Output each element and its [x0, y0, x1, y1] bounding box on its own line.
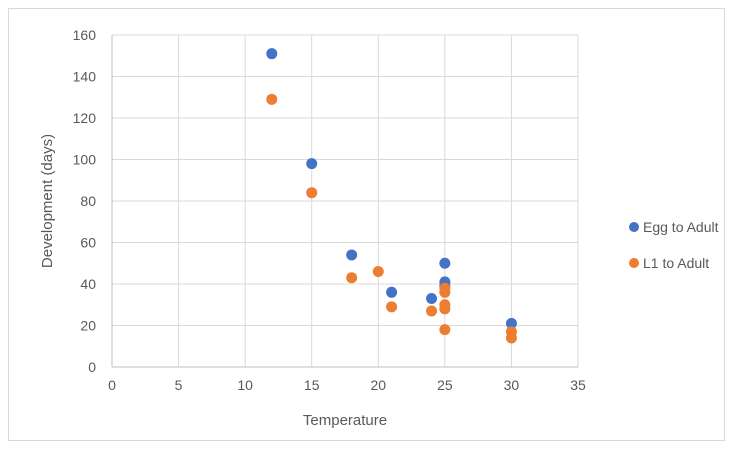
x-tick-label: 20	[370, 377, 386, 393]
y-axis-title: Development (days)	[39, 134, 56, 268]
egg-to-adult-point	[505, 317, 517, 329]
chart-frame: 0 5 10 15 20 25 30 35 0 20 40 60 80 100 120 140 160 Temp…	[8, 8, 725, 441]
l1-to-adult-point	[439, 324, 451, 336]
l1-to-adult-point	[372, 266, 384, 278]
gridlines	[112, 34, 579, 367]
y-tick-label: 140	[73, 69, 97, 85]
y-tick-label: 60	[80, 235, 96, 251]
egg-to-adult-point	[439, 257, 451, 269]
y-tick-label: 40	[80, 276, 96, 292]
y-tick-label: 100	[73, 152, 97, 168]
y-tick-label: 80	[80, 193, 96, 209]
legend-marker-icon	[629, 222, 639, 232]
legend-label: Egg to Adult	[643, 219, 719, 235]
y-tick-label: 120	[73, 110, 97, 126]
l1-to-adult-point	[266, 93, 278, 105]
l1-to-adult-point	[439, 303, 451, 315]
l1-to-adult-point	[439, 286, 451, 298]
l1-to-adult-point	[386, 301, 398, 313]
x-axis-title: Temperature	[303, 412, 387, 429]
egg-to-adult-point	[386, 286, 398, 298]
legend-label: L1 to Adult	[643, 255, 710, 271]
legend: Egg to Adult L1 to Adult	[629, 215, 719, 287]
egg-to-adult-point	[266, 48, 278, 60]
legend-item-egg-to-adult: Egg to Adult	[629, 215, 719, 239]
data-points	[266, 48, 517, 344]
x-tick-label: 10	[237, 377, 253, 393]
tick-labels: 0 5 10 15 20 25 30 35 0 20 40 60 80 100 120 140 160	[73, 27, 586, 393]
legend-marker-icon	[629, 258, 639, 268]
l1-to-adult-point	[306, 187, 318, 199]
y-tick-label: 160	[73, 27, 97, 43]
l1-to-adult-point	[426, 305, 438, 317]
egg-to-adult-point	[426, 293, 438, 305]
x-tick-label: 0	[108, 377, 116, 393]
x-tick-label: 5	[175, 377, 183, 393]
egg-to-adult-point	[346, 249, 358, 261]
x-tick-label: 35	[570, 377, 586, 393]
y-tick-label: 0	[88, 359, 96, 375]
l1-to-adult-point	[505, 332, 517, 344]
x-tick-label: 15	[304, 377, 320, 393]
y-tick-label: 20	[80, 318, 96, 334]
scatter-plot: 0 5 10 15 20 25 30 35 0 20 40 60 80 100 120 140 160 Temp…	[39, 27, 586, 429]
x-tick-label: 25	[437, 377, 453, 393]
x-tick-label: 30	[504, 377, 520, 393]
egg-to-adult-point	[306, 158, 318, 170]
l1-to-adult-point	[346, 272, 358, 284]
axes	[111, 35, 578, 368]
legend-item-l1-to-adult: L1 to Adult	[629, 251, 719, 275]
